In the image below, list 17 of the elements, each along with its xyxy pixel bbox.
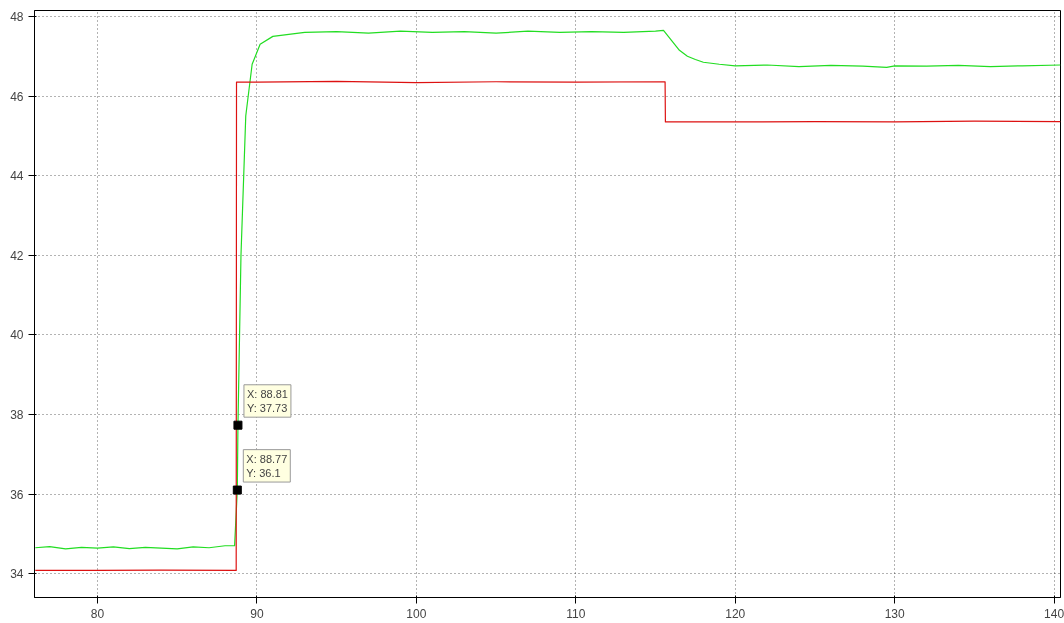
y-tick-label: 34 — [10, 567, 24, 582]
y-tick-label: 36 — [10, 487, 24, 502]
x-tick-label: 110 — [566, 606, 586, 621]
y-tick-label: 44 — [10, 169, 24, 184]
annotation: X: 88.77 Y: 36.1 — [246, 452, 288, 480]
x-tick-label: 140 — [1044, 606, 1064, 621]
y-tick-label: 46 — [10, 89, 24, 104]
y-tick-label: 42 — [10, 248, 24, 263]
annotation: X: 88.81 Y: 37.73 — [246, 387, 288, 415]
x-tick-label: 90 — [250, 606, 264, 621]
x-tick-label: 120 — [725, 606, 746, 621]
x-tick-label: 80 — [90, 606, 105, 621]
x-tick-label: 130 — [884, 606, 906, 621]
y-tick-label: 38 — [10, 407, 24, 422]
y-tick-label: 40 — [10, 328, 24, 343]
y-tick-label: 48 — [10, 9, 24, 24]
x-tick-label: 100 — [406, 606, 427, 621]
